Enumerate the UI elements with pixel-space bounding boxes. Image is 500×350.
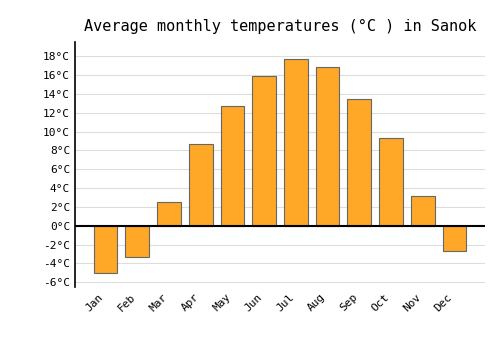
Bar [220, 106, 244, 226]
Bar [284, 59, 308, 226]
Bar [189, 144, 212, 226]
Bar [442, 226, 466, 251]
Bar [252, 76, 276, 226]
Bar [379, 138, 403, 226]
Bar [348, 99, 371, 226]
Bar [316, 68, 340, 226]
Bar [411, 196, 434, 226]
Bar [157, 202, 181, 226]
Bar [126, 226, 149, 257]
Bar [94, 226, 118, 273]
Title: Average monthly temperatures (°C ) in Sanok: Average monthly temperatures (°C ) in Sa… [84, 19, 476, 34]
